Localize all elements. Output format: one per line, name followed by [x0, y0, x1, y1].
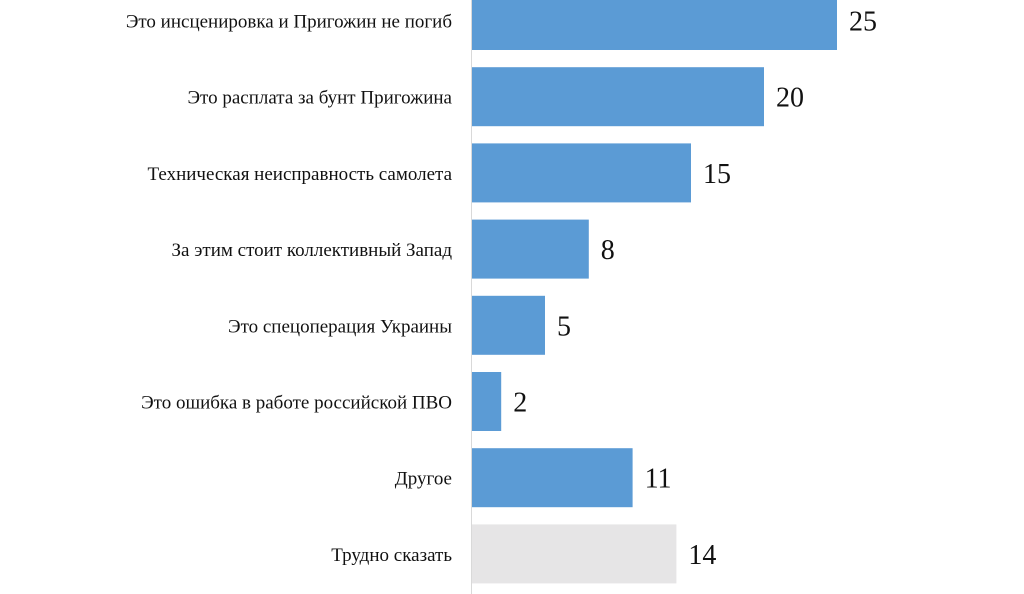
category-label: Это расплата за бунт Пригожина — [187, 88, 452, 109]
value-label: 25 — [849, 7, 877, 38]
category-label: Трудно сказать — [331, 545, 452, 566]
category-label: Это инсценировка и Пригожин не погиб — [126, 12, 452, 33]
bar — [472, 219, 589, 279]
category-label: Это спецоперация Украины — [228, 316, 452, 337]
category-label: За этим стоит коллективный Запад — [172, 240, 453, 261]
bar — [472, 448, 633, 508]
bar — [472, 143, 691, 203]
value-label: 14 — [688, 540, 716, 571]
bar — [472, 372, 502, 431]
category-label: Другое — [395, 469, 452, 490]
value-label: 11 — [645, 464, 672, 495]
bar — [472, 524, 677, 584]
bar — [472, 67, 764, 127]
value-label: 2 — [513, 388, 527, 419]
value-label: 8 — [601, 235, 615, 266]
bar — [472, 295, 545, 355]
value-label: 5 — [557, 311, 571, 342]
bar — [472, 0, 837, 50]
category-label: Техническая неисправность самолета — [148, 164, 453, 185]
category-label: Это ошибка в работе российской ПВО — [141, 393, 452, 414]
value-label: 20 — [776, 83, 804, 114]
value-label: 15 — [703, 159, 731, 190]
